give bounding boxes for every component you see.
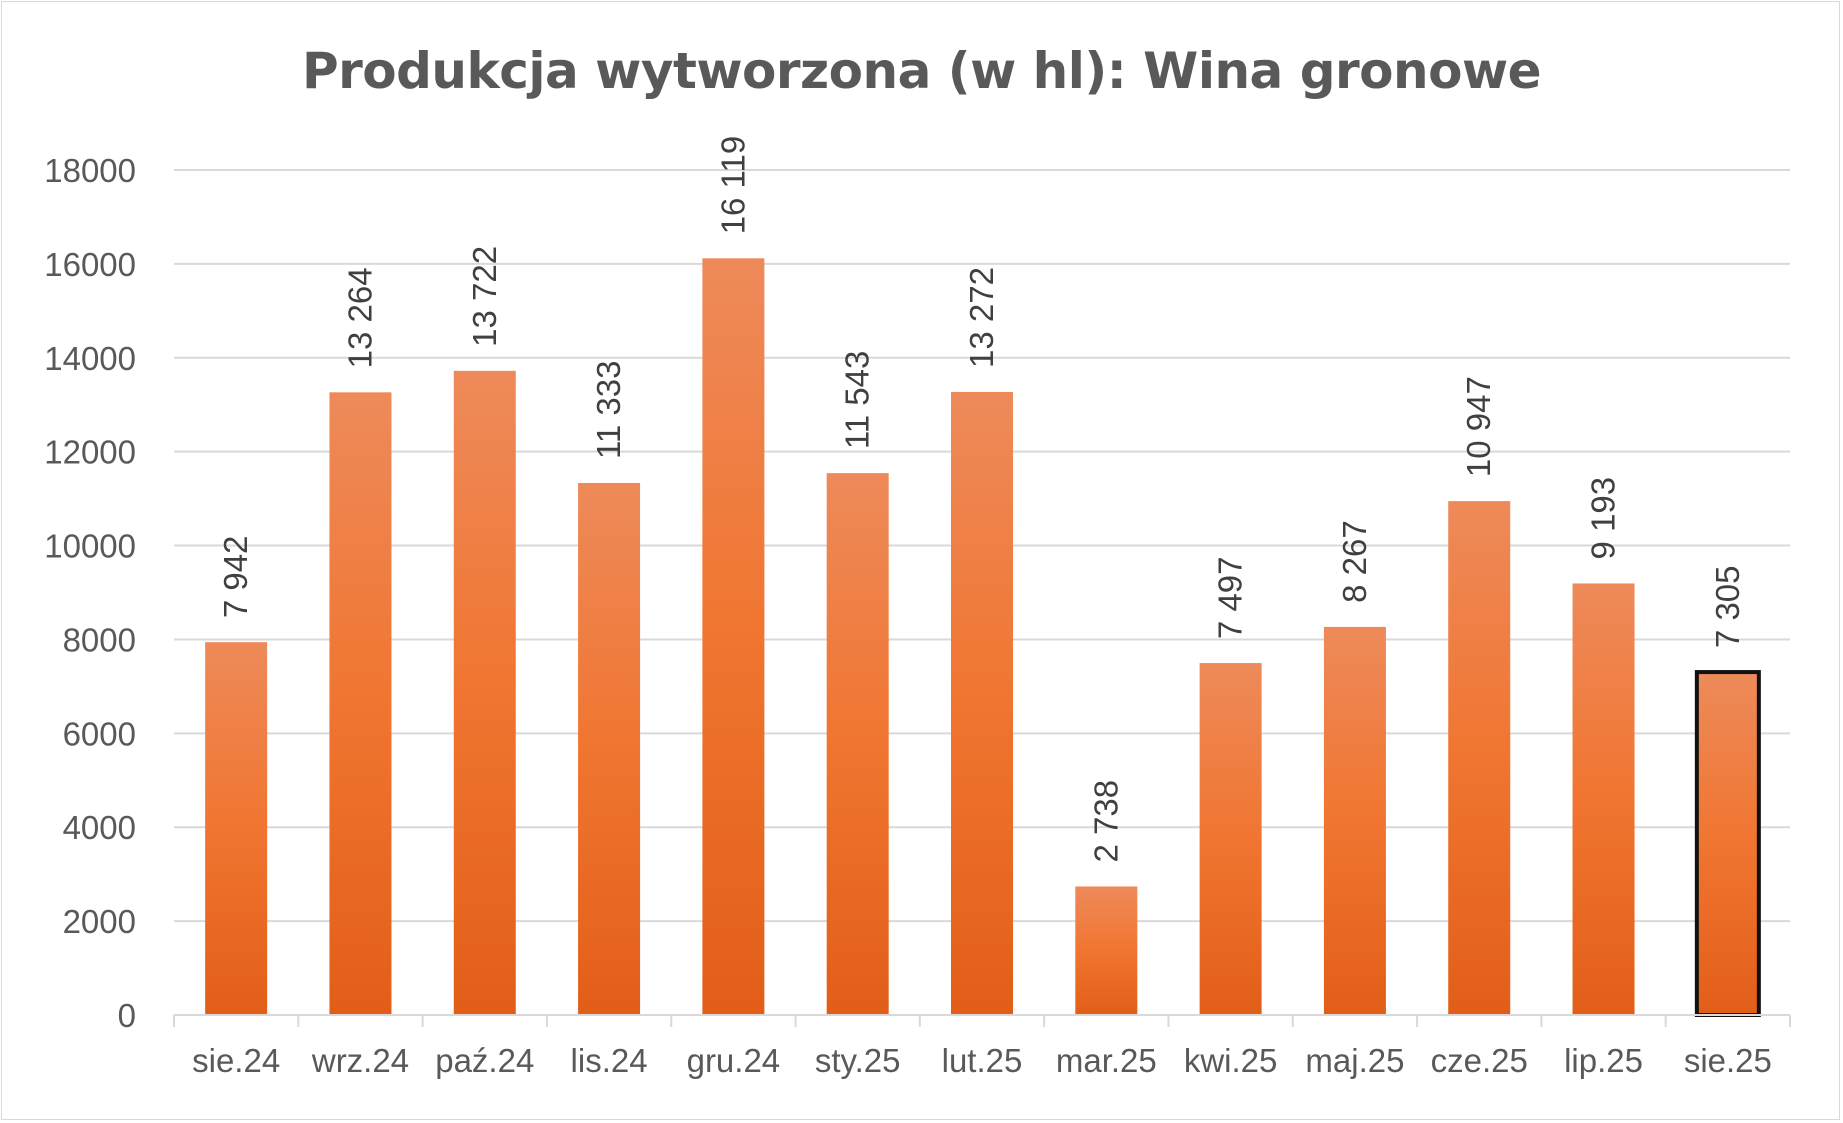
y-tick-label: 14000 [44, 340, 136, 377]
y-tick-label: 8000 [63, 621, 136, 658]
x-tick-label: gru.24 [687, 1042, 781, 1079]
data-label: 7 497 [1212, 556, 1249, 639]
data-label: 13 272 [963, 267, 1000, 368]
bar-wrz.24 [329, 392, 392, 1016]
data-label: 9 193 [1585, 477, 1622, 560]
bar-paź.24 [453, 370, 516, 1015]
y-tick-label: 18000 [44, 152, 136, 189]
data-label: 7 942 [217, 536, 254, 619]
data-label: 16 119 [714, 136, 751, 234]
x-tick-label: kwi.25 [1184, 1042, 1278, 1079]
x-tick-label: sie.24 [192, 1042, 280, 1079]
x-tick-label: paź.24 [435, 1042, 534, 1079]
bar-lip.25 [1572, 583, 1635, 1015]
data-label: 13 722 [466, 246, 503, 347]
bar-lis.24 [578, 482, 641, 1015]
y-tick-label: 0 [118, 997, 136, 1034]
y-tick-label: 6000 [63, 715, 136, 752]
bar-cze.25 [1448, 501, 1511, 1016]
bar-sie.24 [205, 642, 268, 1015]
bar-maj.25 [1323, 626, 1386, 1015]
x-tick-label: sie.25 [1684, 1042, 1772, 1079]
bar-kwi.25 [1199, 663, 1262, 1015]
data-label: 10 947 [1460, 376, 1497, 477]
y-tick-label: 10000 [44, 528, 136, 565]
data-label: 7 305 [1709, 565, 1746, 648]
data-label: 11 333 [590, 360, 627, 458]
data-label: 8 267 [1336, 520, 1373, 603]
bar-sie.25 [1694, 670, 1761, 1018]
y-tick-label: 2000 [63, 903, 136, 940]
bar-gru.24 [702, 258, 765, 1015]
chart-title: Produkcja wytworzona (w hl): Wina gronow… [301, 42, 1542, 100]
x-tick-label: maj.25 [1305, 1042, 1404, 1079]
y-tick-label: 16000 [44, 246, 136, 283]
data-label: 11 543 [839, 351, 876, 449]
y-tick-label: 12000 [44, 434, 136, 471]
data-label: 13 264 [341, 267, 378, 368]
data-label: 2 738 [1087, 780, 1124, 863]
x-tick-label: sty.25 [815, 1042, 901, 1079]
bar-lut.25 [951, 391, 1013, 1015]
x-tick-label: cze.25 [1431, 1042, 1528, 1079]
x-tick-label: wrz.24 [311, 1042, 409, 1079]
x-tick-label: lut.25 [942, 1042, 1023, 1079]
bar-mar.25 [1075, 886, 1138, 1015]
x-tick-label: lis.24 [571, 1042, 648, 1079]
x-tick-label: lip.25 [1564, 1042, 1643, 1079]
bar-sty.25 [826, 473, 889, 1016]
x-tick-label: mar.25 [1056, 1042, 1157, 1079]
y-tick-label: 4000 [63, 809, 136, 846]
